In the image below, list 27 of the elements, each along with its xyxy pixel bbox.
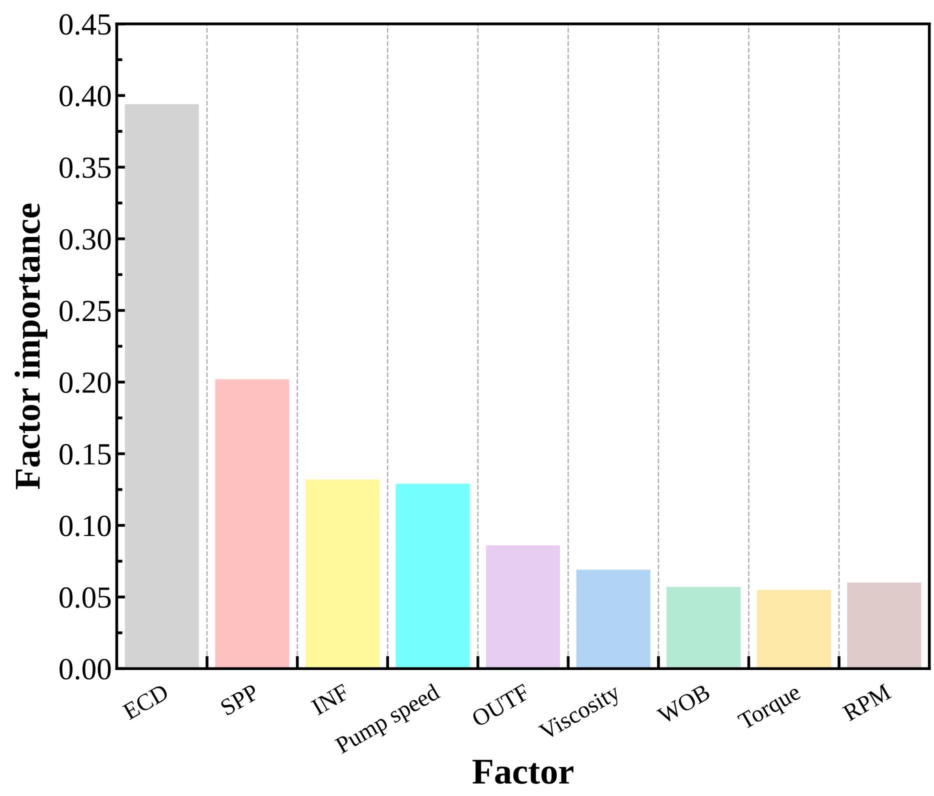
x-tick-label: Torque [737,684,804,734]
y-tick-label: 0.25 [60,300,111,322]
x-tick-label: ECD [122,684,170,720]
x-tick-label: WOB [656,684,711,725]
bar [486,545,560,669]
bar [756,590,831,669]
y-tick-label: 0.30 [60,229,111,250]
x-axis-title: Factor [472,760,574,784]
x-tick-label: INF [310,684,350,716]
bar [124,104,199,669]
x-tick-label: RPM [842,684,892,722]
y-tick-label: 0.40 [60,86,111,107]
x-tick-label: SPP [220,684,260,716]
bar [666,586,741,669]
y-tick-label: 0.35 [60,157,111,178]
y-tick-label: 0.05 [60,587,111,608]
bar [305,480,380,669]
y-tick-label: 0.00 [60,658,111,680]
y-tick-label: 0.20 [60,372,111,394]
y-axis-title: Factor importance [14,204,48,490]
bar [396,484,470,669]
bar [215,379,290,669]
y-tick-label: 0.10 [60,516,111,536]
bar [847,582,922,669]
y-tick-label: 0.45 [60,14,111,35]
y-tick-label: 0.15 [60,444,111,465]
bar [576,570,650,669]
